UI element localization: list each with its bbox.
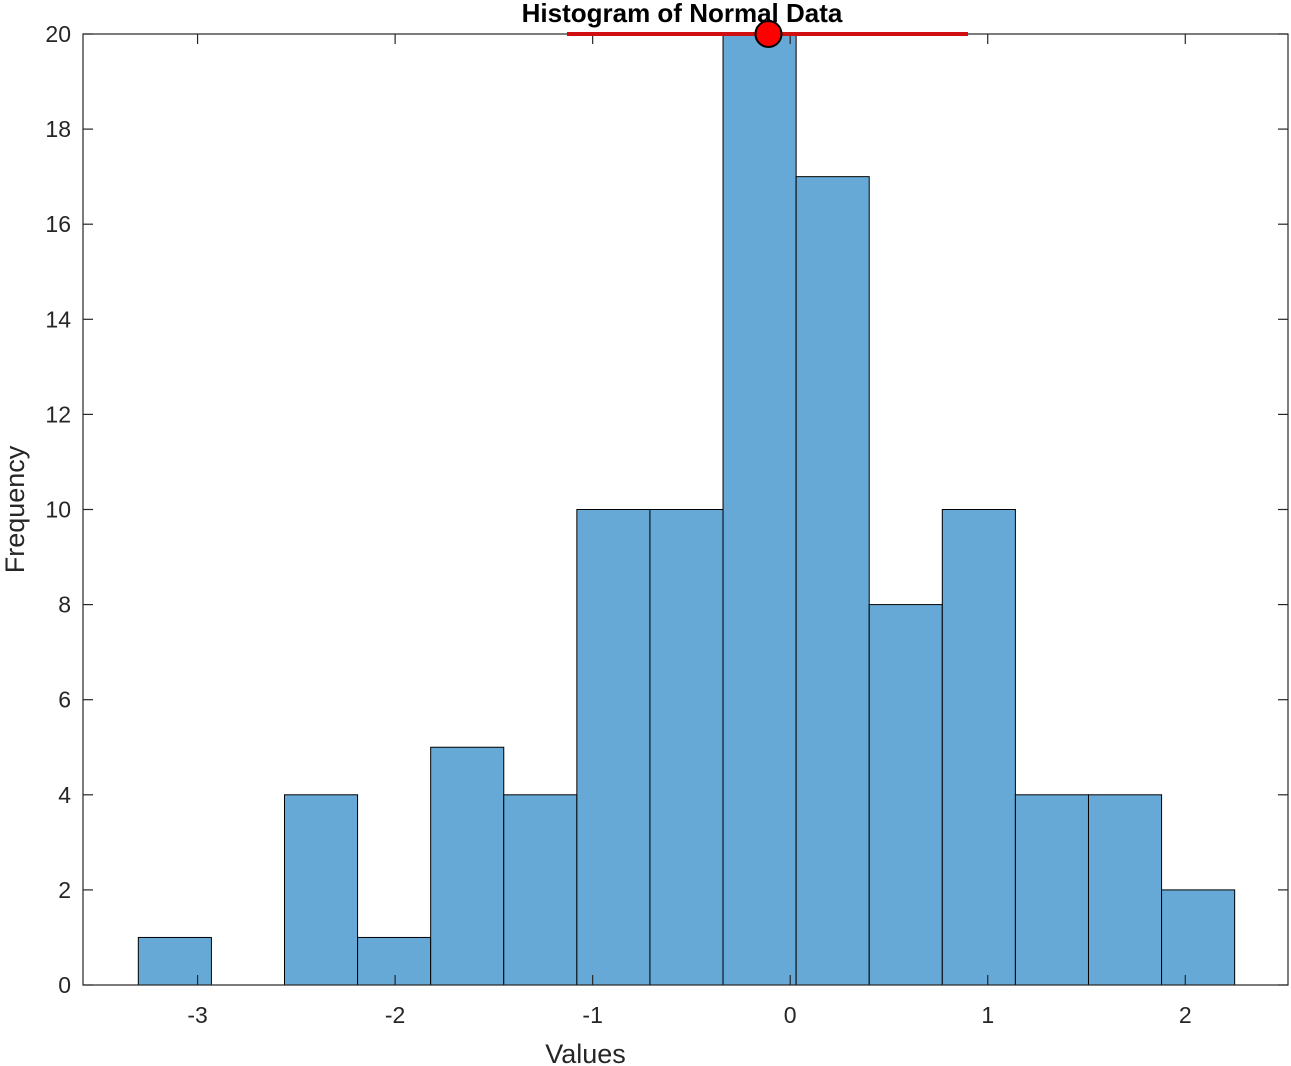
annotations-group: [566, 20, 968, 48]
histogram-bar: [868, 604, 943, 986]
y-tick-label: 16: [45, 211, 71, 237]
x-tick-label: 1: [981, 1002, 994, 1028]
histogram-bar: [795, 176, 870, 986]
bars-group: [137, 33, 1236, 986]
histogram-bar: [1161, 889, 1236, 986]
y-axis-label: Frequency: [0, 445, 30, 573]
x-tick-label: -1: [582, 1002, 602, 1028]
histogram-bar: [283, 794, 359, 986]
histogram-bar: [576, 509, 651, 986]
histogram-bar: [357, 936, 432, 986]
histogram-bar: [649, 509, 724, 986]
histogram-bar: [722, 33, 797, 986]
y-tick-label: 20: [45, 21, 71, 47]
y-tick-label: 10: [45, 497, 71, 523]
x-tick-label: -3: [187, 1002, 207, 1028]
y-tick-label: 18: [45, 116, 71, 142]
annotation-marker: [754, 20, 783, 48]
histogram-bar: [430, 746, 505, 986]
histogram-bar: [503, 794, 578, 986]
x-tick-label: -2: [385, 1002, 405, 1028]
x-tick-label: 2: [1179, 1002, 1192, 1028]
histogram-bar: [1087, 794, 1163, 986]
y-tick-label: 2: [58, 877, 71, 903]
histogram-bar: [941, 509, 1016, 986]
y-tick-label: 6: [58, 687, 71, 713]
y-tick-label: 12: [45, 401, 71, 427]
x-axis-label: Values: [545, 1039, 626, 1066]
y-tick-label: 14: [45, 306, 71, 332]
y-tick-label: 8: [58, 592, 71, 618]
x-tick-label: 0: [784, 1002, 797, 1028]
chart-title: Histogram of Normal Data: [522, 0, 843, 28]
histogram-bar: [1014, 794, 1089, 986]
y-tick-label: 0: [58, 972, 71, 998]
y-tick-label: 4: [58, 782, 71, 808]
histogram-bar: [137, 936, 212, 986]
